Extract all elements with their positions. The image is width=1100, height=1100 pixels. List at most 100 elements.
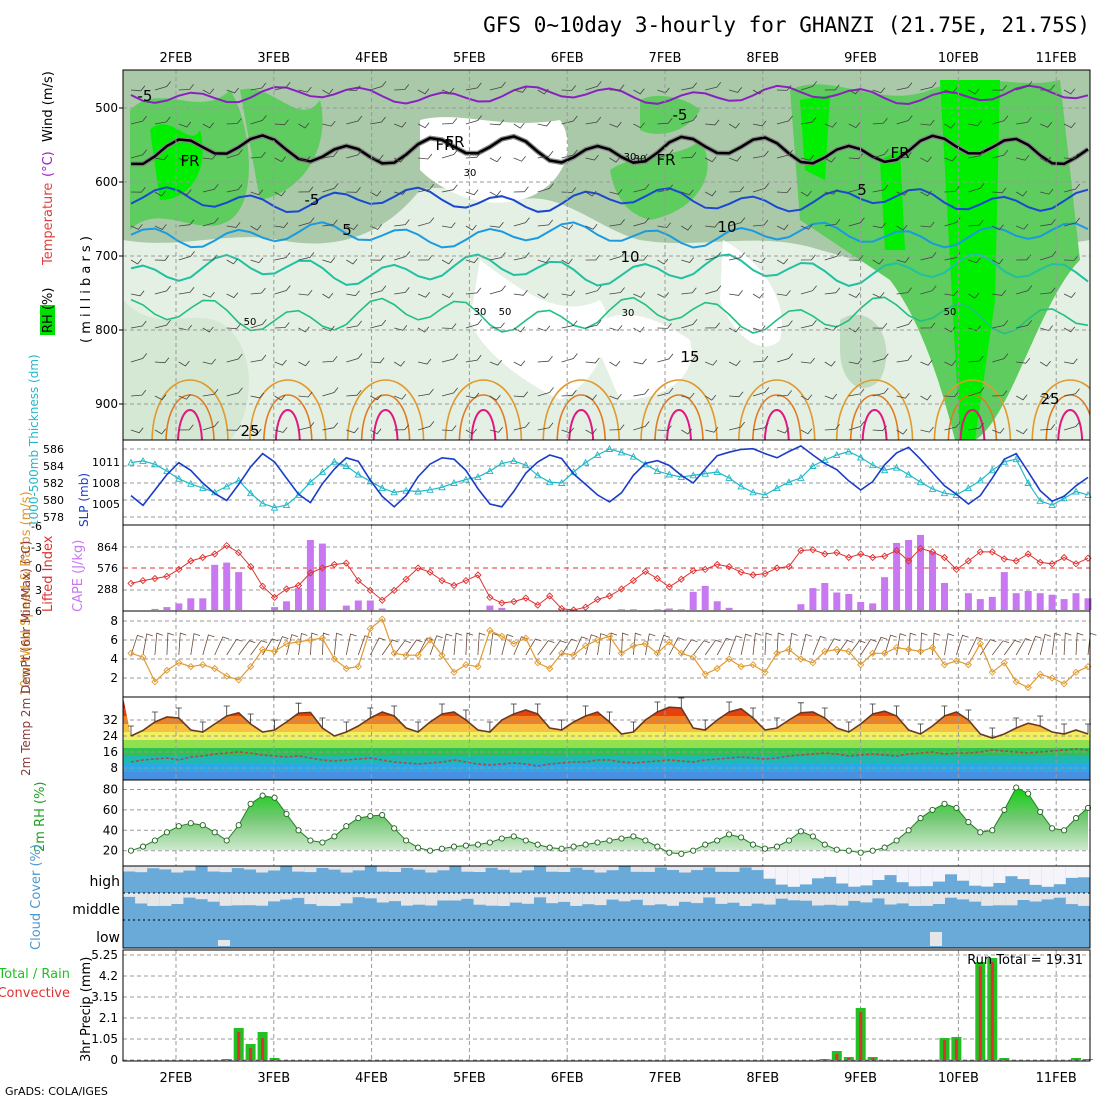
cloud-cell-high	[509, 866, 522, 873]
thickness-marker	[749, 488, 757, 496]
surface-wind-barbs	[130, 632, 1097, 656]
wind-barb	[417, 292, 431, 298]
lifted-index-marker	[701, 565, 709, 574]
cloud-cell-high	[630, 866, 643, 872]
cloud-cell-high	[920, 866, 933, 887]
cape-bar	[725, 607, 733, 610]
rh-marker	[558, 845, 565, 852]
temp-whisker	[1061, 723, 1068, 734]
wind-barb	[274, 190, 286, 197]
wind-barb	[776, 149, 793, 159]
wind-barb	[274, 119, 289, 126]
wind-barb	[633, 88, 645, 95]
rh-marker	[654, 843, 661, 850]
cloud-cell-middle	[256, 893, 269, 906]
rh-marker	[367, 812, 374, 820]
cloud-cell-middle	[219, 893, 232, 906]
cloud-cell-high	[388, 866, 401, 872]
wind-speed-marker	[665, 638, 673, 646]
cloud-cell-high	[715, 866, 728, 872]
surface-wind-barb	[776, 632, 785, 656]
wind-speed-marker	[605, 632, 614, 640]
wind-barb	[513, 217, 530, 227]
cape-bar	[665, 608, 673, 610]
wind-barb	[992, 390, 1008, 397]
surface-wind-barb	[489, 632, 499, 656]
wind-speed-marker	[1000, 659, 1008, 667]
wind-barb	[585, 154, 599, 161]
wind-barb	[992, 427, 1005, 434]
wind-speed-marker	[928, 643, 937, 652]
wind-barb	[154, 319, 171, 329]
surface-wind-barb	[226, 638, 243, 656]
wind-barb	[513, 421, 530, 431]
temperature-band-26	[123, 724, 1090, 732]
cloud-cell-high	[666, 866, 679, 870]
wind-speed-marker	[1024, 683, 1032, 692]
slp-tick-1008: 1008	[92, 477, 120, 490]
temperature-contour-label: 10	[620, 248, 639, 266]
wind-barb	[178, 360, 190, 367]
wind-barb	[274, 285, 291, 295]
cape-bar	[235, 572, 243, 610]
wind-barb	[1040, 424, 1056, 431]
thickness-tick-586: 586	[43, 443, 64, 456]
wind-barb	[441, 387, 459, 397]
wind-barb	[681, 287, 697, 295]
wind-barb	[729, 421, 746, 431]
rh-contour-label: 50	[944, 307, 957, 318]
top-date-9FEB: 9FEB	[844, 51, 877, 66]
upper-wind-barbs	[130, 81, 1081, 435]
wind-barb	[920, 360, 933, 366]
wind-speed-marker	[821, 647, 829, 656]
wind-barb	[848, 122, 861, 129]
surface-wind-barb	[357, 635, 372, 656]
rh-marker	[163, 829, 170, 836]
surface-wind-barb	[621, 632, 629, 656]
cloud-cell-high	[872, 866, 885, 880]
wind-barb	[776, 187, 792, 194]
wind-speed-marker	[151, 678, 159, 686]
rh-marker	[845, 847, 852, 854]
wind-barb	[752, 150, 769, 159]
cloud-level-low: low	[96, 930, 120, 946]
cloud-cell-high	[1017, 866, 1030, 880]
cape-bar	[378, 608, 386, 610]
cloud-cell-high	[497, 866, 510, 870]
lifted-index-marker	[510, 597, 518, 606]
wind-barb	[992, 115, 1009, 125]
wind-speed-marker	[809, 659, 817, 667]
wind-barb	[896, 82, 913, 91]
wind-barb	[226, 425, 242, 431]
pressure-tick-900: 900	[95, 397, 118, 411]
thickness-marker	[797, 473, 805, 481]
wind-barb	[178, 156, 190, 163]
surface-wind-barb	[848, 640, 866, 656]
temp-whisker	[917, 723, 924, 734]
wind-barb	[130, 353, 148, 363]
wind-barb	[657, 353, 674, 363]
wind-barb	[896, 287, 913, 295]
wind-barb	[394, 189, 408, 195]
cloud-cell-high	[1053, 866, 1066, 885]
contour-30-loop	[752, 394, 802, 440]
temp-whisker	[750, 707, 757, 718]
wind-speed-marker	[474, 662, 482, 671]
rh-marker	[773, 843, 781, 850]
lifted-index-marker	[258, 582, 267, 590]
thickness-marker	[844, 447, 853, 455]
thickness-marker	[1036, 496, 1044, 504]
wind-speed-marker	[378, 615, 386, 623]
wind-barb	[298, 289, 313, 296]
wind-barb	[633, 254, 649, 261]
wind-barb	[657, 323, 672, 329]
surface-wind-barb	[369, 637, 386, 656]
cloud-cell-middle	[739, 893, 752, 906]
contour-30-loop	[360, 394, 411, 440]
wind-barb	[752, 325, 766, 332]
wind-barb	[154, 190, 166, 197]
cloud-cell-middle	[280, 893, 293, 900]
cloud-cell-middle	[388, 893, 401, 902]
lifted-index-marker	[833, 548, 841, 557]
